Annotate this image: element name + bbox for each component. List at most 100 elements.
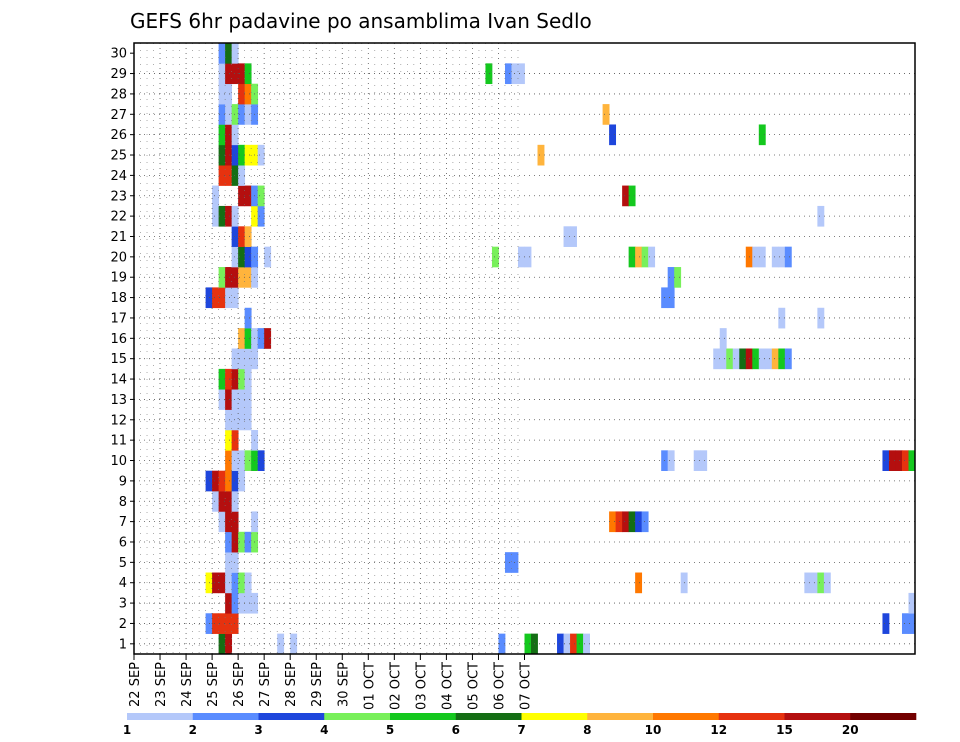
heatmap-cell bbox=[244, 348, 252, 370]
heatmap-cell bbox=[231, 429, 239, 451]
heatmap-cell bbox=[231, 124, 239, 146]
heatmap-cell bbox=[823, 572, 831, 594]
heatmap-cell bbox=[212, 613, 220, 634]
heatmap-cell bbox=[244, 307, 252, 329]
heatmap-cell bbox=[218, 124, 226, 146]
heatmap-cell bbox=[609, 124, 617, 146]
heatmap-cell bbox=[667, 450, 675, 471]
heatmap-cell bbox=[218, 104, 226, 125]
heatmap-cell bbox=[225, 531, 233, 553]
heatmap-cell bbox=[225, 429, 233, 451]
y-tick-label: 7 bbox=[119, 515, 127, 530]
heatmap-cell bbox=[238, 389, 246, 410]
heatmap-cell bbox=[231, 205, 239, 227]
heatmap-cell bbox=[231, 511, 239, 533]
colorbar-label: 5 bbox=[386, 723, 394, 737]
heatmap-cell bbox=[231, 104, 239, 125]
heatmap-cell bbox=[641, 511, 649, 533]
heatmap-cell bbox=[537, 144, 545, 166]
heatmap-cell bbox=[231, 63, 239, 85]
y-tick-label: 4 bbox=[119, 576, 127, 591]
heatmap-cell bbox=[888, 450, 896, 471]
heatmap-cell bbox=[257, 185, 265, 207]
heatmap-cell bbox=[491, 246, 499, 268]
heatmap-cell bbox=[218, 613, 226, 634]
heatmap-cell bbox=[771, 246, 779, 268]
colorbar-label: 1 bbox=[123, 723, 131, 737]
heatmap-cell bbox=[563, 633, 571, 655]
heatmap-cell bbox=[231, 287, 239, 309]
heatmap-cell bbox=[218, 633, 226, 655]
x-tick-label: 07 OCT bbox=[519, 662, 534, 710]
heatmap-cell bbox=[244, 572, 252, 594]
heatmap-cell bbox=[778, 246, 786, 268]
heatmap-cell bbox=[517, 63, 525, 85]
colorbar-swatch bbox=[784, 713, 851, 720]
colorbar-legend: 1 2 3 4 5 6 7 8 10 12 15 20 bbox=[123, 713, 917, 737]
y-tick-label: 3 bbox=[119, 597, 127, 612]
colorbar-label: 2 bbox=[189, 723, 197, 737]
heatmap-cell bbox=[238, 592, 246, 614]
y-tick-label: 9 bbox=[119, 474, 127, 489]
colorbar-label: 6 bbox=[452, 723, 460, 737]
heatmap-cell bbox=[667, 267, 675, 288]
heatmap-cell bbox=[257, 328, 265, 349]
grid-lines bbox=[134, 43, 915, 654]
heatmap-cell bbox=[238, 531, 246, 553]
colorbar-swatch bbox=[850, 713, 917, 720]
heatmap-cell bbox=[264, 328, 272, 349]
x-axis: 22 SEP 23 SEP 24 SEP 25 SEP 26 SEP 27 SEP 28 S… bbox=[128, 654, 534, 710]
x-tick-label: 03 OCT bbox=[414, 662, 429, 710]
heatmap-cell bbox=[583, 633, 590, 655]
heatmap-cell bbox=[693, 450, 701, 471]
heatmap-cell bbox=[641, 246, 649, 268]
y-tick-label: 17 bbox=[110, 311, 127, 326]
heatmap-cell bbox=[212, 491, 220, 512]
heatmap-cell bbox=[244, 592, 252, 614]
heatmap-cell bbox=[570, 226, 577, 247]
heatmap-cell bbox=[563, 226, 571, 247]
heatmap-cell bbox=[225, 470, 233, 492]
colorbar-swatch bbox=[718, 713, 785, 720]
heatmap-cell bbox=[244, 531, 252, 553]
heatmap-cell bbox=[218, 165, 226, 186]
heatmap-cell bbox=[238, 267, 246, 288]
y-tick-label: 22 bbox=[110, 210, 127, 225]
heatmap-cell bbox=[218, 267, 226, 288]
heatmap-cell bbox=[218, 572, 226, 594]
colorbar-label: 7 bbox=[517, 723, 525, 737]
heatmap-cell bbox=[244, 185, 252, 207]
colorbar-swatch bbox=[127, 713, 194, 720]
colorbar-label: 3 bbox=[254, 723, 262, 737]
y-tick-label: 8 bbox=[119, 495, 127, 510]
heatmap-cell bbox=[504, 63, 512, 85]
heatmap-cell bbox=[238, 328, 246, 349]
y-tick-label: 25 bbox=[110, 149, 127, 164]
heatmap-cell bbox=[218, 491, 226, 512]
heatmap-cell bbox=[257, 450, 265, 471]
heatmap-cell bbox=[524, 633, 532, 655]
heatmap-cell bbox=[244, 63, 252, 85]
heatmap-cell bbox=[778, 307, 786, 329]
heatmap-cell bbox=[244, 144, 252, 166]
colorbar-label: 8 bbox=[583, 723, 591, 737]
heatmap-cell bbox=[225, 450, 233, 471]
y-tick-label: 21 bbox=[110, 230, 127, 245]
heatmap-cell bbox=[622, 511, 630, 533]
heatmap-cell bbox=[212, 470, 220, 492]
heatmap-cell bbox=[901, 613, 909, 634]
x-tick-label: 23 SEP bbox=[154, 662, 169, 707]
heatmap-cell bbox=[485, 63, 493, 85]
heatmap-cell bbox=[732, 348, 740, 370]
heatmap-cell bbox=[231, 246, 239, 268]
heatmap-cell bbox=[238, 572, 246, 594]
heatmap-cell bbox=[628, 246, 636, 268]
x-tick-label: 05 OCT bbox=[466, 662, 481, 710]
heatmap-cell bbox=[635, 572, 643, 594]
colorbar-swatch bbox=[587, 713, 654, 720]
heatmap-cell bbox=[238, 185, 246, 207]
heatmap-cell bbox=[244, 267, 252, 288]
heatmap-cell bbox=[218, 43, 226, 64]
y-tick-label: 20 bbox=[110, 250, 127, 265]
heatmap-cell bbox=[244, 328, 252, 349]
